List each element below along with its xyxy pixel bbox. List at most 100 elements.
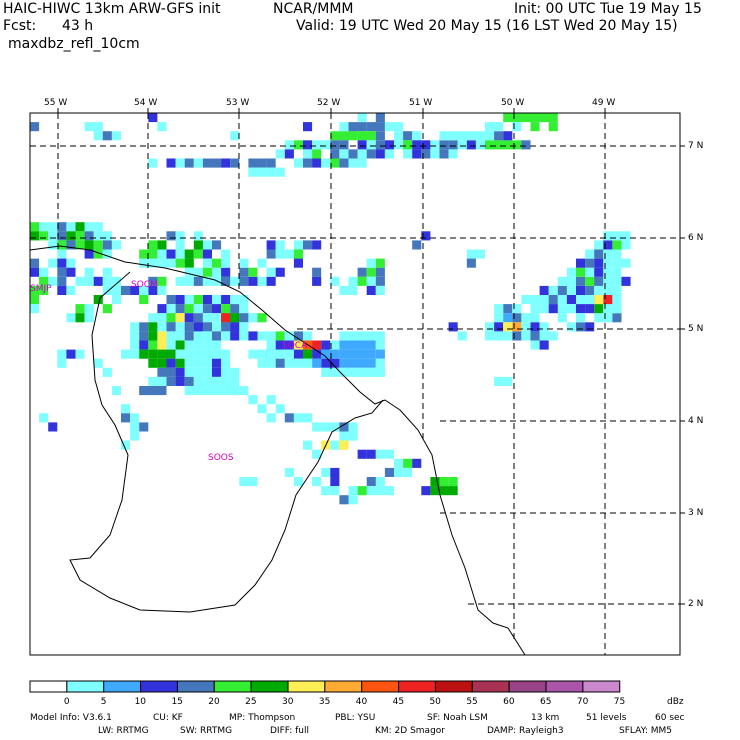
reflectivity-cell: [475, 140, 485, 150]
reflectivity-cell: [157, 349, 167, 359]
valid-time: Valid: 19 UTC Wed 20 May 15 (16 LST Wed …: [296, 18, 678, 34]
reflectivity-cell: [66, 349, 76, 359]
reflectivity-cell: [594, 285, 604, 295]
reflectivity-cell: [366, 258, 376, 268]
reflectivity-cell: [212, 276, 222, 286]
reflectivity-cell: [312, 240, 322, 250]
reflectivity-cell: [30, 122, 40, 132]
reflectivity-cell: [612, 240, 622, 250]
reflectivity-cell: [330, 477, 340, 487]
reflectivity-cell: [357, 140, 367, 150]
reflectivity-cell: [448, 477, 458, 487]
reflectivity-cell: [585, 249, 595, 259]
colorbar-unit: dBz: [667, 697, 684, 707]
reflectivity-cell: [293, 331, 303, 341]
reflectivity-cell: [230, 304, 240, 314]
reflectivity-cell: [130, 349, 140, 359]
reflectivity-cell: [93, 276, 103, 286]
reflectivity-cell: [121, 285, 131, 295]
reflectivity-cell: [321, 422, 331, 432]
reflectivity-cell: [230, 295, 240, 305]
reflectivity-cell: [375, 113, 385, 123]
reflectivity-cell: [121, 413, 131, 423]
reflectivity-cell: [375, 267, 385, 277]
reflectivity-cell: [284, 358, 294, 368]
reflectivity-cell: [57, 349, 67, 359]
colorbar-swatch: [140, 680, 178, 693]
reflectivity-cell: [293, 140, 303, 150]
reflectivity-cell: [330, 158, 340, 168]
reflectivity-cell: [157, 367, 167, 377]
reflectivity-cell: [594, 276, 604, 286]
station-smjp: SMJP: [30, 284, 52, 294]
reflectivity-cell: [212, 295, 222, 305]
reflectivity-cell: [248, 167, 285, 177]
reflectivity-cell: [448, 322, 458, 332]
reflectivity-cell: [585, 267, 595, 277]
reflectivity-cell: [394, 467, 404, 477]
reflectivity-cell: [148, 376, 158, 386]
reflectivity-cell: [66, 240, 76, 250]
reflectivity-cell: [557, 313, 567, 323]
reflectivity-cell: [257, 158, 267, 168]
reflectivity-cell: [312, 422, 322, 432]
reflectivity-cell: [576, 276, 586, 286]
reflectivity-cell: [130, 422, 140, 432]
reflectivity-cell: [548, 331, 558, 341]
reflectivity-cell: [366, 149, 376, 159]
reflectivity-cell: [530, 322, 540, 332]
reflectivity-cell: [394, 131, 404, 141]
reflectivity-cell: [193, 249, 203, 259]
colorbar-swatch: [103, 680, 142, 693]
field-name: maxdbz_refl_10cm: [8, 36, 140, 52]
reflectivity-cell: [184, 367, 194, 377]
reflectivity-cell: [275, 249, 285, 259]
footer-lw: LW: RRTMG: [98, 726, 149, 736]
reflectivity-cell: [75, 222, 85, 232]
reflectivity-cell: [257, 331, 267, 341]
colorbar-tick-label: 20: [208, 697, 220, 707]
reflectivity-cell: [557, 285, 567, 295]
reflectivity-cell: [512, 122, 522, 132]
reflectivity-cell: [257, 276, 267, 286]
reflectivity-cell: [130, 322, 140, 332]
colorbar-tick-label: 65: [540, 697, 552, 707]
reflectivity-cell: [612, 313, 622, 323]
reflectivity-cell: [494, 313, 504, 323]
reflectivity-cell: [566, 322, 576, 332]
reflectivity-cell: [148, 340, 158, 350]
reflectivity-cell: [312, 267, 322, 277]
reflectivity-cell: [166, 258, 176, 268]
reflectivity-cell: [375, 358, 385, 368]
reflectivity-cell: [330, 140, 340, 150]
reflectivity-cell: [475, 249, 485, 259]
reflectivity-cell: [421, 231, 431, 241]
footer-diff: DIFF: full: [270, 726, 310, 736]
footer-mp: MP: Thompson: [229, 713, 296, 723]
reflectivity-cell: [48, 422, 58, 432]
reflectivity-cell: [457, 140, 467, 150]
reflectivity-cell: [239, 313, 249, 323]
reflectivity-cell: [202, 358, 212, 368]
reflectivity-cell: [212, 304, 222, 314]
reflectivity-cell: [111, 131, 121, 141]
reflectivity-cell: [421, 140, 431, 150]
reflectivity-cell: [384, 149, 394, 159]
reflectivity-cell: [612, 258, 622, 268]
reflectivity-cell: [102, 276, 112, 286]
reflectivity-cell: [239, 322, 249, 332]
reflectivity-cell: [193, 313, 203, 323]
reflectivity-cell: [148, 349, 158, 359]
reflectivity-cell: [612, 304, 622, 314]
reflectivity-cell: [403, 131, 413, 141]
reflectivity-cell: [375, 367, 385, 377]
colorbar-tick-label: 0: [63, 697, 70, 707]
reflectivity-cell: [221, 313, 231, 323]
reflectivity-cell: [557, 295, 567, 305]
colorbar-tick-label: 60: [503, 697, 515, 707]
reflectivity-cell: [175, 258, 185, 268]
reflectivity-cell: [184, 258, 194, 268]
reflectivity-cell: [330, 340, 340, 350]
colorbar-swatch: [361, 680, 400, 693]
reflectivity-cell: [184, 249, 194, 259]
